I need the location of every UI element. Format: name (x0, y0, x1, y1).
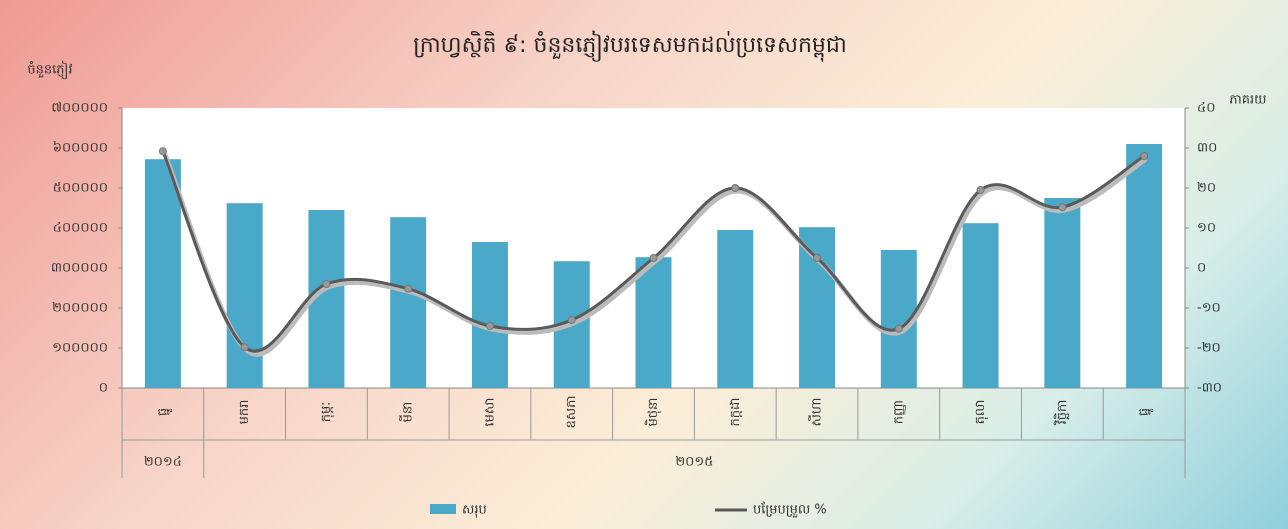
y2-axis-title: ភាគរយ (1229, 93, 1266, 108)
x-tick-label: ធ្នូ (155, 408, 172, 416)
line-marker (240, 343, 249, 352)
line-marker (976, 186, 985, 194)
line-marker (158, 147, 167, 156)
x-tick-label: មិថុនា (644, 398, 662, 427)
y2-tick-label: ៤០ (1197, 101, 1215, 116)
bar (144, 159, 181, 388)
y-tick-label: ៧០០០០០ (51, 101, 108, 116)
y-tick-label: ១០០០០០ (52, 341, 108, 356)
line-marker (567, 316, 576, 324)
bar (226, 203, 263, 388)
x-tick-label: តុលា (973, 400, 989, 425)
y2-tick-label: -៣០ (1197, 381, 1222, 396)
legend-swatch (430, 504, 456, 514)
y-tick-label: ៥០០០០០ (53, 181, 108, 196)
line-marker (1140, 152, 1149, 160)
line-marker (485, 322, 494, 330)
x-tick-label: វិច្ឆិកា (1053, 400, 1070, 426)
x-tick-label: ឧសភា (564, 395, 579, 428)
group-label: ២០១៥ (675, 455, 713, 470)
y-tick-label: ៤០០០០០ (53, 221, 108, 236)
chart-title: ក្រាហ្វស្ថិតិ ៩: ចំនួនភ្ញៀវបរទេសមកដល់ប្រ… (413, 30, 847, 62)
line-marker (404, 284, 413, 293)
y-tick-label: ៦០០០០០ (53, 141, 108, 156)
bar (390, 217, 427, 388)
x-tick-label: មេសា (482, 398, 497, 427)
y2-tick-label: ២០ (1197, 181, 1216, 196)
bar (962, 223, 999, 388)
bar (635, 257, 672, 388)
line-marker (649, 254, 658, 262)
bar (1126, 144, 1163, 388)
y-tick-label: ០ (99, 381, 108, 396)
y2-tick-label: -១០ (1197, 301, 1221, 316)
x-tick-label: មករា (237, 400, 252, 425)
y2-tick-label: ១០ (1197, 221, 1216, 236)
x-tick-label: មីនា (399, 402, 416, 423)
bar (471, 242, 508, 388)
legend-label: សរុប (462, 503, 487, 519)
x-tick-label: កញ្ញា (891, 400, 906, 425)
y2-tick-label: -២០ (1197, 341, 1221, 356)
bar (1044, 198, 1081, 388)
x-tick-label: ធ្នូ (1137, 408, 1154, 416)
line-marker (1058, 203, 1067, 212)
legend-label: បម្រែបម្រួល % (753, 501, 827, 519)
line-marker (894, 324, 903, 333)
line-marker (731, 184, 740, 192)
y2-tick-label: ០ (1197, 261, 1206, 276)
line-marker (813, 254, 822, 262)
x-tick-label: សីហា (808, 398, 825, 427)
group-label: ២០១៤ (144, 455, 182, 470)
bar (717, 230, 754, 388)
y2-tick-label: ៣០ (1197, 141, 1217, 156)
line-marker (322, 280, 331, 288)
y-axis-title: ចំនួនភ្ញៀវ (27, 61, 72, 80)
y-tick-label: ៣០០០០០ (51, 261, 108, 276)
x-tick-label: កុម្ភៈ (319, 402, 335, 422)
y-tick-label: ២០០០០០ (52, 301, 108, 316)
x-tick-label: កក្កដា (728, 398, 743, 427)
bar (799, 227, 836, 388)
